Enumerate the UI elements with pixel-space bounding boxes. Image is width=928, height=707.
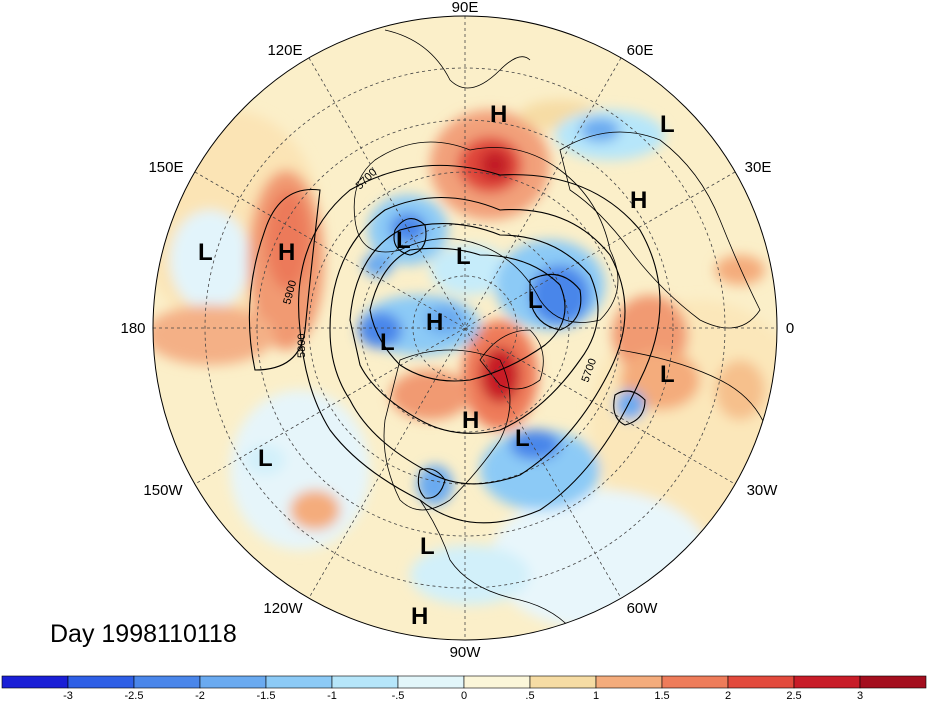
lon-label-180: 180 bbox=[120, 320, 145, 337]
lon-label-150w: 150W bbox=[143, 482, 183, 499]
coastlines bbox=[353, 29, 771, 640]
low-center-label: L bbox=[380, 329, 395, 356]
colorbar-swatch bbox=[397, 675, 465, 689]
colorbar-tick-label: .5 bbox=[525, 690, 534, 702]
colorbar-tick-label: 2.5 bbox=[786, 690, 801, 702]
low-center-label: L bbox=[258, 445, 273, 472]
low-center-label: L bbox=[396, 227, 411, 254]
colorbar-tick-label: -1 bbox=[327, 690, 337, 702]
anomaly-field bbox=[153, 16, 777, 640]
colorbar-swatch bbox=[199, 675, 267, 689]
colorbar-swatch bbox=[133, 675, 201, 689]
date-title: Day 1998110118 bbox=[50, 620, 237, 648]
low-center-label: L bbox=[456, 243, 471, 270]
lon-label-90e: 90E bbox=[452, 0, 479, 16]
colorbar-tick-label: -1.5 bbox=[257, 690, 276, 702]
lon-label-150e: 150E bbox=[148, 159, 183, 176]
colorbar-tick-label: 2 bbox=[725, 690, 731, 702]
colorbar-swatch bbox=[265, 675, 333, 689]
colorbar-tick-label: 3 bbox=[857, 690, 863, 702]
colorbar-swatch bbox=[793, 675, 861, 689]
lon-label-30e: 30E bbox=[745, 159, 772, 176]
contour-label: 5800 bbox=[296, 334, 308, 358]
colorbar-tick-label: -3 bbox=[63, 690, 73, 702]
colorbar-swatch bbox=[727, 675, 795, 689]
low-center-label: L bbox=[528, 287, 543, 314]
colorbar-tick-label: -.5 bbox=[392, 690, 405, 702]
high-center-label: L bbox=[660, 361, 675, 388]
colorbar-swatch bbox=[67, 675, 135, 689]
map-border bbox=[152, 15, 778, 641]
lon-label-30w: 30W bbox=[747, 482, 779, 499]
colorbar-tick-label: -2.5 bbox=[125, 690, 144, 702]
colorbar-tick-label: 1 bbox=[593, 690, 599, 702]
colorbar-swatch bbox=[1, 675, 69, 689]
lon-label-120w: 120W bbox=[263, 600, 303, 617]
low-center-label: H bbox=[462, 407, 479, 434]
colorbar: -3 -2.5 -2 -1.5 -1 -.5 0 .5 1 1.5 2 2.5 3 bbox=[1, 675, 927, 702]
colorbar-swatch bbox=[595, 675, 663, 689]
high-center-label: L bbox=[420, 533, 435, 560]
colorbar-swatch bbox=[331, 675, 399, 689]
high-center-label: H bbox=[278, 239, 295, 266]
low-center-label: L bbox=[515, 425, 530, 452]
lon-label-60w: 60W bbox=[627, 600, 659, 617]
colorbar-swatch bbox=[529, 675, 597, 689]
high-center-label: H bbox=[630, 187, 647, 214]
low-center-label: H bbox=[426, 309, 443, 336]
colorbar-swatch bbox=[859, 675, 927, 689]
low-center-label: L bbox=[660, 111, 675, 138]
lon-label-90w: 90W bbox=[450, 644, 482, 661]
lon-label-0: 0 bbox=[786, 320, 794, 337]
lon-label-60e: 60E bbox=[627, 42, 654, 59]
low-center-label: H bbox=[411, 603, 428, 630]
high-center-label: H bbox=[490, 101, 507, 128]
colorbar-swatch bbox=[661, 675, 729, 689]
graticule bbox=[153, 16, 777, 640]
colorbar-tick-label: -2 bbox=[195, 690, 205, 702]
longitude-labels: 90E 60E 30E 0 30W 60W 90W 120W 150W 180 … bbox=[120, 0, 794, 661]
colorbar-swatch bbox=[463, 675, 531, 689]
height-contours bbox=[248, 164, 661, 524]
lon-label-120e: 120E bbox=[267, 42, 302, 59]
pressure-centers: H L H H L L L H L L L H L L L H bbox=[198, 101, 675, 630]
colorbar-tick-label: 1.5 bbox=[654, 690, 669, 702]
colorbar-tick-label: 0 bbox=[461, 690, 467, 702]
low-center-label: L bbox=[198, 239, 213, 266]
